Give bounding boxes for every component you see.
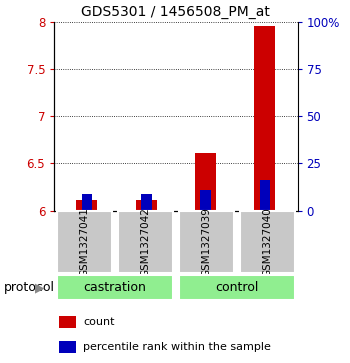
Bar	[260, 180, 270, 211]
Text: GSM1327042: GSM1327042	[140, 207, 150, 277]
Text: count: count	[83, 317, 115, 327]
Bar	[179, 275, 295, 300]
Bar	[179, 211, 234, 273]
Bar	[59, 316, 76, 328]
Text: control: control	[215, 281, 258, 294]
Text: protocol: protocol	[4, 281, 55, 294]
Bar	[136, 200, 156, 211]
Bar	[77, 200, 97, 211]
Bar	[254, 25, 275, 211]
Bar	[141, 193, 152, 211]
Text: GSM1327039: GSM1327039	[201, 207, 211, 277]
Bar	[240, 211, 295, 273]
Text: castration: castration	[84, 281, 147, 294]
Bar	[200, 190, 211, 211]
Title: GDS5301 / 1456508_PM_at: GDS5301 / 1456508_PM_at	[82, 5, 270, 19]
Text: GSM1327041: GSM1327041	[80, 207, 90, 277]
Bar	[118, 211, 173, 273]
Bar	[57, 275, 173, 300]
Bar	[195, 153, 216, 211]
Text: percentile rank within the sample: percentile rank within the sample	[83, 342, 271, 352]
Bar	[57, 211, 112, 273]
Bar	[59, 342, 76, 353]
Bar	[82, 193, 92, 211]
Text: ▶: ▶	[35, 281, 45, 294]
Text: GSM1327040: GSM1327040	[262, 207, 272, 277]
